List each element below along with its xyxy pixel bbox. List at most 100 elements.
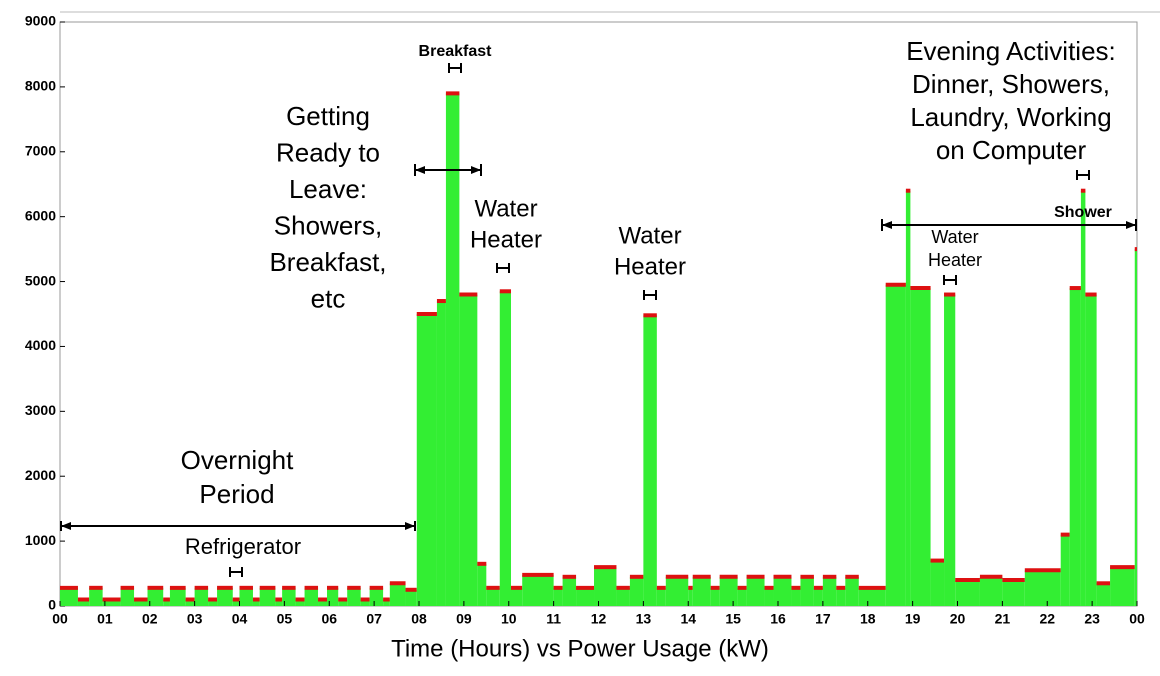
x-tick-label: 06 [321,611,337,627]
usage-segment [185,599,195,606]
usage-segment [773,576,792,606]
usage-segment [232,599,240,606]
usage-segment [845,576,859,606]
usage-segment [120,587,135,606]
usage-segment [347,587,361,606]
annotation: Water [931,227,978,247]
arrow-head [415,166,425,174]
x-axis-title: Time (Hours) vs Power Usage (kW) [391,635,769,662]
usage-segment [1110,567,1135,606]
annotation: Dinner, Showers, [912,69,1110,99]
usage-segment [327,587,339,606]
annotation: Period [199,479,274,509]
usage-segment [510,587,523,606]
usage-segment [275,599,283,606]
usage-segment [764,587,774,606]
arrow-head [882,221,892,229]
x-tick-label: 21 [995,611,1011,627]
x-tick-label: 00 [52,611,68,627]
usage-segment [60,587,78,606]
y-tick-label: 8000 [25,78,56,94]
x-tick-label: 18 [860,611,876,627]
usage-segment [102,599,121,606]
usage-segment [304,587,319,606]
usage-segment [710,587,720,606]
usage-segment [522,574,554,606]
annotation: Ready to [276,137,380,167]
x-tick-label: 03 [187,611,203,627]
y-tick-label: 7000 [25,142,56,158]
y-tick-label: 2000 [25,467,56,483]
usage-segment [259,587,276,606]
usage-segment [459,294,478,606]
annotation: Heater [470,226,542,253]
x-tick-label: 15 [725,611,741,627]
usage-segment [885,284,906,606]
usage-segment [616,587,630,606]
usage-segment [594,567,617,606]
annotation: etc [311,283,346,313]
x-tick-label: 02 [142,611,158,627]
x-tick-label: 22 [1039,611,1055,627]
usage-segment [1085,294,1097,606]
x-tick-label: 14 [680,611,696,627]
annotation: Refrigerator [185,534,301,559]
usage-segment [719,576,738,606]
annotation: Showers, [274,210,382,240]
x-tick-label: 00 [1129,611,1145,627]
usage-segment [643,315,657,606]
annotation: Water [474,195,537,222]
usage-segment [910,288,931,606]
x-tick-label: 20 [950,611,966,627]
arrow-head [61,522,71,530]
x-tick-label: 19 [905,611,921,627]
usage-segment [89,587,103,606]
usage-segment [688,587,693,606]
usage-segment [800,576,814,606]
usage-segment [389,583,406,606]
usage-segment [499,291,511,606]
annotation: Heater [614,253,686,280]
usage-segment [665,576,689,606]
annotation: Laundry, Working [910,102,1111,132]
x-tick-label: 10 [501,611,517,627]
annotation: Leave: [289,174,367,204]
usage-segment [955,580,980,606]
y-tick-label: 3000 [25,402,56,418]
usage-segment [369,587,384,606]
usage-segment [194,587,209,606]
plot-area [59,21,1138,607]
usage-segment [1024,570,1061,606]
usage-segment [383,599,390,606]
usage-segment [295,599,305,606]
y-tick-label: 9000 [25,13,56,29]
y-tick-label: 5000 [25,272,56,288]
usage-segment [208,599,218,606]
usage-segment [692,576,711,606]
arrow-head [1126,221,1136,229]
usage-segment [1080,190,1086,606]
usage-segment [486,587,500,606]
annotation: Overnight [181,445,294,475]
usage-segment [169,587,186,606]
x-tick-label: 07 [366,611,382,627]
usage-segment [553,587,563,606]
annotation: Breakfast, [269,247,386,277]
y-tick-label: 6000 [25,207,56,223]
usage-segment [813,587,823,606]
usage-segment [562,576,577,606]
usage-segment [1060,534,1070,606]
usage-segment [360,599,370,606]
arrow-head [405,522,415,530]
x-tick-label: 12 [591,611,607,627]
x-tick-label: 01 [97,611,113,627]
annotation: Heater [928,250,982,270]
arrow-head [471,166,481,174]
annotation: Evening Activities: [906,36,1116,66]
usage-segment [445,93,460,606]
usage-segment [436,301,446,606]
usage-segment [1069,288,1081,606]
usage-segment [656,587,666,606]
x-tick-label: 13 [636,611,652,627]
